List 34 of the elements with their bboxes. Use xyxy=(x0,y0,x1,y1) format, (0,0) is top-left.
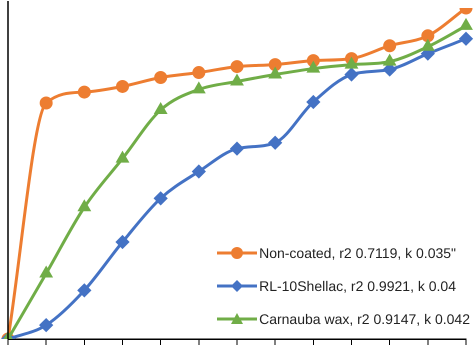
point xyxy=(193,82,205,94)
point xyxy=(268,58,282,72)
point xyxy=(116,80,129,93)
point xyxy=(78,200,90,212)
legend-label: Carnauba wax, r2 0.9147, k 0.042 xyxy=(259,310,470,326)
point xyxy=(268,136,282,150)
point xyxy=(154,71,168,84)
point xyxy=(116,152,128,163)
point xyxy=(230,142,244,156)
point xyxy=(78,284,91,297)
point xyxy=(40,96,53,110)
point xyxy=(460,32,472,46)
point xyxy=(384,55,396,66)
point xyxy=(230,60,244,74)
point xyxy=(116,236,129,249)
point xyxy=(460,19,472,30)
point xyxy=(383,39,396,52)
legend-label: Non-coated, r2 0.7119, k 0.035" xyxy=(259,244,456,260)
point xyxy=(40,318,53,332)
point xyxy=(345,68,358,82)
point xyxy=(308,62,320,73)
point xyxy=(40,266,52,278)
legend-label: RL-10Shellac, r2 0.9921, k 0.04 xyxy=(259,278,456,294)
point xyxy=(346,58,358,69)
point xyxy=(154,192,168,205)
point xyxy=(306,96,320,109)
point xyxy=(421,29,434,42)
point xyxy=(269,68,281,79)
point xyxy=(78,86,91,99)
point xyxy=(192,165,206,178)
point xyxy=(192,66,206,80)
point xyxy=(154,103,166,114)
point xyxy=(422,40,434,51)
point xyxy=(231,74,243,86)
